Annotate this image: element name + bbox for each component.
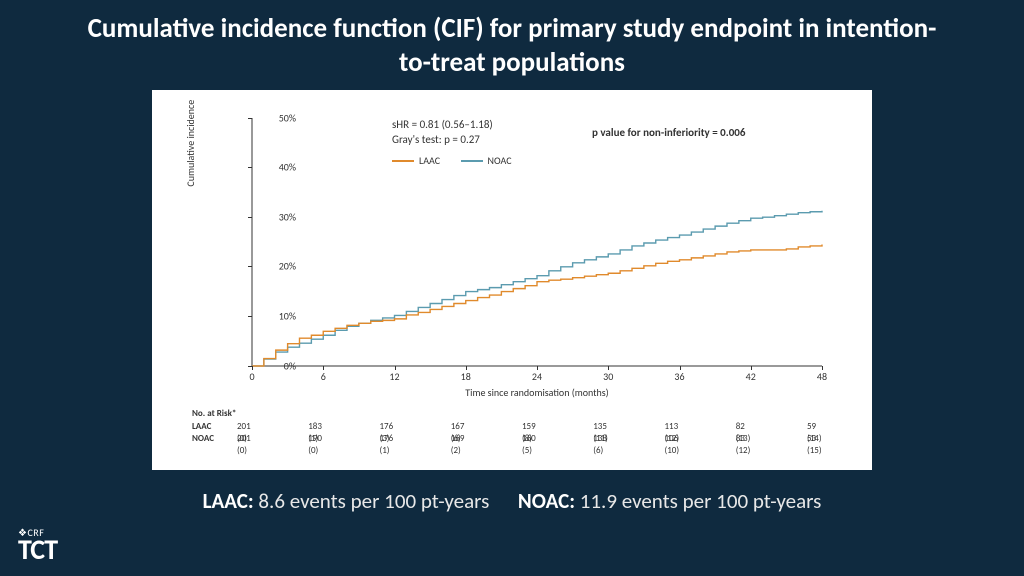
risk-cell: 160 (5) (522, 433, 536, 457)
logo: ❖CRF TCT (18, 528, 57, 562)
slide-title: Cumulative incidence function (CIF) for … (0, 0, 1024, 90)
x-tick-label: 18 (461, 370, 471, 383)
y-tick-label: 30% (279, 210, 296, 223)
plot-area (252, 118, 822, 366)
series-line (252, 244, 822, 366)
x-tick-label: 12 (389, 370, 399, 383)
x-axis-label: Time since randomisation (months) (252, 386, 822, 399)
y-tick-label: 50% (279, 111, 296, 124)
x-tick-label: 0 (249, 370, 254, 383)
y-tick-label: 40% (279, 161, 296, 174)
chart-svg (252, 118, 822, 366)
y-axis-label: Cumulative incidence (184, 99, 197, 186)
series-line (252, 210, 822, 365)
x-tick-label: 24 (532, 370, 542, 383)
chart-panel: Cumulative incidence sHR = 0.81 (0.56–1.… (152, 90, 872, 470)
risk-row-label: NOAC (192, 433, 242, 445)
legend-item-noac: NOAC (461, 154, 512, 167)
risk-cell: 176 (1) (380, 433, 394, 457)
y-tick-label: 10% (279, 309, 296, 322)
risk-cell: 201 (0) (237, 433, 251, 457)
footer-noac-value: 11.9 events per 100 pt-years (575, 488, 821, 514)
risk-row: NOAC201 (0)190 (0)176 (1)169 (2)160 (5)1… (192, 433, 242, 445)
footer-laac-value: 8.6 events per 100 pt-years (254, 488, 490, 514)
risk-cell: 169 (2) (451, 433, 465, 457)
risk-cell: 190 (0) (308, 433, 322, 457)
risk-cell: 106 (10) (665, 433, 680, 457)
y-tick-label: 0% (284, 359, 296, 372)
risk-row: LAAC201 (0)183 (1)176 (3)167 (6)159 (8)1… (192, 421, 242, 433)
x-tick-label: 6 (321, 370, 326, 383)
risk-cell: 138 (6) (593, 433, 607, 457)
footer-stats: LAAC: 8.6 events per 100 pt-years NOAC: … (0, 488, 1024, 514)
annotation-pvalue: p value for non-inferiority = 0.006 (592, 126, 745, 139)
risk-table-header: No. at Risk* (192, 408, 242, 420)
risk-row-label: LAAC (192, 421, 242, 433)
risk-cell: 83 (12) (736, 433, 751, 457)
legend-swatch-laac (392, 160, 414, 162)
x-tick-label: 42 (746, 370, 756, 383)
x-tick-label: 36 (674, 370, 684, 383)
risk-table: No. at Risk* LAAC201 (0)183 (1)176 (3)16… (192, 408, 242, 445)
legend-swatch-noac (461, 160, 483, 162)
legend: LAAC NOAC (392, 152, 530, 168)
annotation-shr: sHR = 0.81 (0.56–1.18) (392, 118, 493, 131)
footer-noac-label: NOAC: (518, 488, 575, 514)
risk-cell: 53 (15) (807, 433, 822, 457)
annotation-grays: Gray's test: p = 0.27 (392, 133, 480, 146)
x-tick-label: 48 (817, 370, 827, 383)
logo-tct: TCT (18, 537, 57, 562)
legend-label-laac: LAAC (419, 154, 440, 167)
legend-label-noac: NOAC (488, 154, 512, 167)
x-tick-label: 30 (603, 370, 613, 383)
legend-item-laac: LAAC (392, 154, 440, 167)
footer-laac-label: LAAC: (203, 488, 254, 514)
y-tick-label: 20% (279, 260, 296, 273)
